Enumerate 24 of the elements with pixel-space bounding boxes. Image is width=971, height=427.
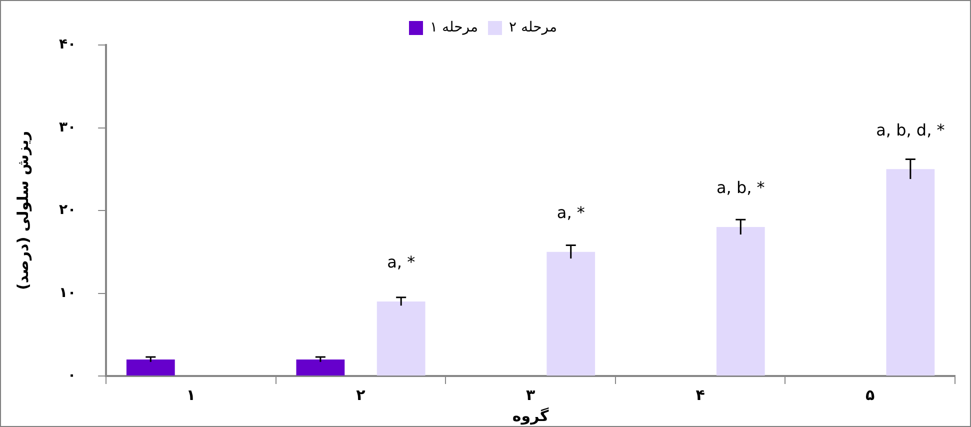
x-tick-label: ۱ xyxy=(186,386,196,404)
y-tick-label: ۰ xyxy=(68,368,76,384)
x-tick-label: ۵ xyxy=(866,386,875,404)
data-label: a, b, d, * xyxy=(876,120,945,140)
x-axis-title: گروه xyxy=(512,406,549,425)
x-tick-label: ۴ xyxy=(696,386,705,404)
bar xyxy=(886,169,935,376)
legend-label: مرحله ۱ xyxy=(430,20,478,36)
data-label: a, b, * xyxy=(716,178,765,198)
bar xyxy=(296,359,345,376)
x-tick-label: ۲ xyxy=(356,386,366,404)
bar xyxy=(546,252,596,376)
bar xyxy=(376,302,426,376)
y-tick-label: ۲۰ xyxy=(58,202,76,218)
x-tick-label: ۳ xyxy=(526,386,536,404)
y-tick-label: ۱۰ xyxy=(58,284,76,301)
y-tick-label: ۴۰ xyxy=(58,36,76,53)
data-label: a, * xyxy=(387,252,416,272)
legend-label: مرحله ۲ xyxy=(509,20,557,36)
data-label: a, * xyxy=(556,203,585,222)
bar xyxy=(716,227,765,376)
y-tick-label: ۳۰ xyxy=(58,119,76,136)
bar xyxy=(126,359,175,376)
y-axis-title: ریزش سلولی (درصد) xyxy=(14,130,32,290)
